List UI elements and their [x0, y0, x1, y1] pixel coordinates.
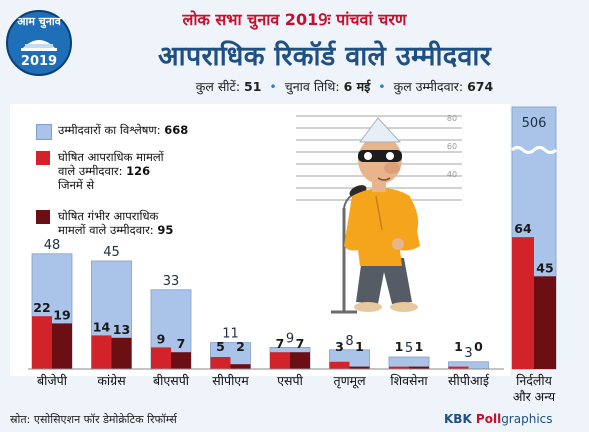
page-title: आपराधिक रिकॉर्ड वाले उम्मीदवार: [157, 41, 492, 72]
category-label: शिवसेना: [390, 373, 428, 388]
data-label-serious: 0: [474, 339, 483, 354]
data-label-serious: 19: [53, 307, 70, 322]
source-note: स्रोत: एसोसिएशन फॉर डेमोक्रेटिक रिफॉर्म्…: [10, 413, 177, 426]
data-label-total: 48: [44, 238, 61, 253]
logo-text: आम चुनाव: [17, 15, 61, 28]
data-label-total: 8: [345, 334, 353, 349]
data-label-total: 3: [464, 346, 472, 361]
credit-poll: Poll: [475, 412, 502, 426]
height-chart-mark: 80: [447, 114, 457, 123]
category-label: और अन्य: [513, 389, 556, 404]
bar-serious: [290, 352, 310, 369]
logo-year: 2019: [20, 54, 58, 69]
legend-serious-line2: मामलों वाले उम्मीदवार:: [58, 223, 154, 237]
legend-swatch-total: [36, 124, 52, 140]
data-label-serious: 7: [177, 336, 186, 351]
bar-serious: [111, 337, 132, 369]
bar-criminal: [389, 366, 409, 369]
credit-kbk: KBK: [444, 412, 476, 426]
legend-criminal-line2: वाले उम्मीदवार:: [58, 164, 123, 178]
data-label-criminal: 3: [335, 339, 344, 354]
category-label: कांग्रेस: [97, 373, 126, 388]
candidates-label: कुल उम्मीदवार:: [393, 79, 464, 94]
suspect-illustration: [331, 117, 420, 314]
legend-swatch-serious: [36, 210, 50, 224]
legend-criminal: घोषित आपराधिक मामलों वाले उम्मीदवार: 126…: [58, 150, 164, 192]
data-label-serious: 7: [296, 336, 305, 351]
bar-serious: [52, 323, 72, 369]
candidates-value: 674: [467, 79, 494, 94]
bar-criminal: [151, 347, 171, 369]
category-label: एसपी: [277, 373, 303, 388]
category-label: सीपीएम: [212, 373, 249, 388]
bar-serious: [409, 366, 429, 369]
data-label-serious: 45: [536, 260, 553, 275]
legend-serious-value: 95: [157, 223, 174, 237]
bullet-dot: •: [378, 79, 386, 94]
data-label-serious: 13: [113, 322, 130, 337]
legend-of-which: जिनमें से: [58, 178, 95, 192]
bar-criminal: [512, 237, 534, 369]
data-label-serious: 1: [355, 339, 364, 354]
category-label: बीएसपी: [153, 373, 190, 388]
seats-value: 51: [244, 79, 262, 94]
bar-criminal: [210, 357, 231, 369]
super-title: लोक सभा चुनाव 2019ः पांचवां चरण: [182, 10, 407, 29]
data-label-total: 5: [405, 341, 413, 356]
data-label-criminal: 1: [454, 339, 463, 354]
bar-criminal: [91, 335, 112, 369]
category-label: सीपीआई: [448, 373, 490, 388]
category-label: तृणमूल: [333, 373, 366, 389]
height-chart-mark: 60: [447, 142, 457, 151]
date-label: चुनाव तिथि:: [284, 79, 340, 94]
chart-panel: [10, 104, 510, 376]
credit-line: KBK Pollgraphics: [444, 412, 553, 426]
data-label-criminal: 22: [33, 300, 50, 315]
legend-total-label: उम्मीदवारों का विश्लेषण:: [58, 123, 161, 137]
legend-total-value: 668: [164, 123, 189, 137]
category-label: बीजेपी: [37, 373, 68, 388]
data-label-criminal: 9: [157, 331, 166, 346]
legend-swatch-criminal: [36, 151, 50, 165]
x-axis-labels: बीजेपी कांग्रेस बीएसपी सीपीएम एसपी तृणमूल शिवस…: [37, 373, 556, 404]
data-label-total: 45: [103, 245, 120, 260]
bar-criminal: [448, 366, 469, 369]
bullet-dot: •: [269, 79, 277, 94]
bar-serious: [349, 366, 370, 369]
stats-line: कुल सीटें: 51 • चुनाव तिथि: 6 मई • कुल उ…: [100, 78, 589, 95]
parliament-icon: [21, 40, 57, 51]
data-label-criminal: 64: [514, 221, 532, 236]
data-label-criminal: 1: [395, 339, 404, 354]
bar-serious: [534, 276, 556, 369]
category-label: निर्दलीय: [516, 373, 553, 388]
bar-criminal: [270, 352, 290, 369]
data-label-total: 9: [286, 331, 294, 346]
data-label-total: 11: [222, 327, 239, 342]
election-logo: आम चुनाव 2019: [6, 10, 72, 90]
data-label-criminal: 5: [216, 339, 225, 354]
bar-break-mark: [510, 146, 558, 154]
legend-serious: घोषित गंभीर आपराधिक मामलों वाले उम्मीदवा…: [58, 209, 173, 237]
bar-criminal: [329, 361, 350, 369]
data-label-total: 506: [522, 116, 547, 131]
legend-serious-line1: घोषित गंभीर आपराधिक: [58, 209, 159, 223]
data-label-criminal: 14: [93, 319, 111, 334]
height-chart-mark: 40: [447, 170, 457, 179]
legend-criminal-value: 126: [126, 164, 151, 178]
seats-label: कुल सीटें:: [195, 79, 241, 94]
data-label-serious: 2: [236, 339, 245, 354]
legend-criminal-line1: घोषित आपराधिक मामलों: [58, 150, 164, 164]
date-value: 6 मई: [343, 79, 371, 94]
legend-total: उम्मीदवारों का विश्लेषण: 668: [58, 123, 188, 137]
bar-criminal: [32, 316, 52, 369]
data-label-total: 33: [163, 274, 180, 289]
data-label-criminal: 7: [276, 336, 285, 351]
bar-serious: [230, 364, 251, 369]
credit-graphics: graphics: [501, 412, 553, 426]
data-label-serious: 1: [415, 339, 424, 354]
bar-serious: [171, 352, 191, 369]
